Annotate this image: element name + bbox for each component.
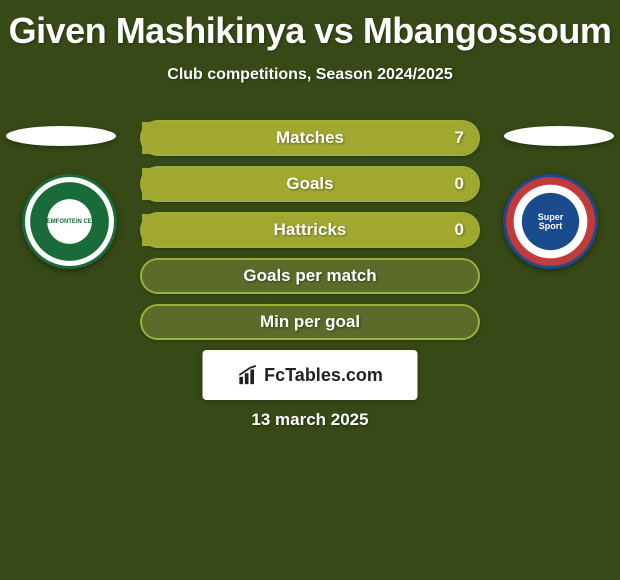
club-crest-right: SuperSport bbox=[503, 174, 598, 269]
stat-label: Goals per match bbox=[142, 266, 478, 286]
stat-row: Goals per match bbox=[140, 258, 480, 294]
stat-label: Hattricks bbox=[142, 220, 478, 240]
stat-label: Goals bbox=[142, 174, 478, 194]
stat-row: Goals0 bbox=[140, 166, 480, 202]
chart-icon bbox=[237, 364, 259, 386]
player-right-name-pill bbox=[504, 126, 614, 146]
date-label: 13 march 2025 bbox=[0, 410, 620, 430]
stat-value-right: 0 bbox=[455, 220, 464, 240]
fctables-logo-text: FcTables.com bbox=[264, 365, 383, 386]
page-title: Given Mashikinya vs Mbangossoum bbox=[0, 0, 620, 52]
stat-row: Matches7 bbox=[140, 120, 480, 156]
club-crest-left: BLOEMFONTEIN CELTIC bbox=[22, 174, 117, 269]
page-subtitle: Club competitions, Season 2024/2025 bbox=[0, 66, 620, 84]
stats-bars: Matches7Goals0Hattricks0Goals per matchM… bbox=[140, 120, 480, 350]
club-crest-right-label: SuperSport bbox=[538, 213, 564, 231]
stat-row: Hattricks0 bbox=[140, 212, 480, 248]
club-crest-left-label: BLOEMFONTEIN CELTIC bbox=[34, 218, 104, 225]
stat-label: Min per goal bbox=[142, 312, 478, 332]
stat-value-right: 7 bbox=[455, 128, 464, 148]
stat-row: Min per goal bbox=[140, 304, 480, 340]
fctables-logo[interactable]: FcTables.com bbox=[203, 350, 418, 400]
stat-value-right: 0 bbox=[455, 174, 464, 194]
player-left-name-pill bbox=[6, 126, 116, 146]
stat-label: Matches bbox=[142, 128, 478, 148]
